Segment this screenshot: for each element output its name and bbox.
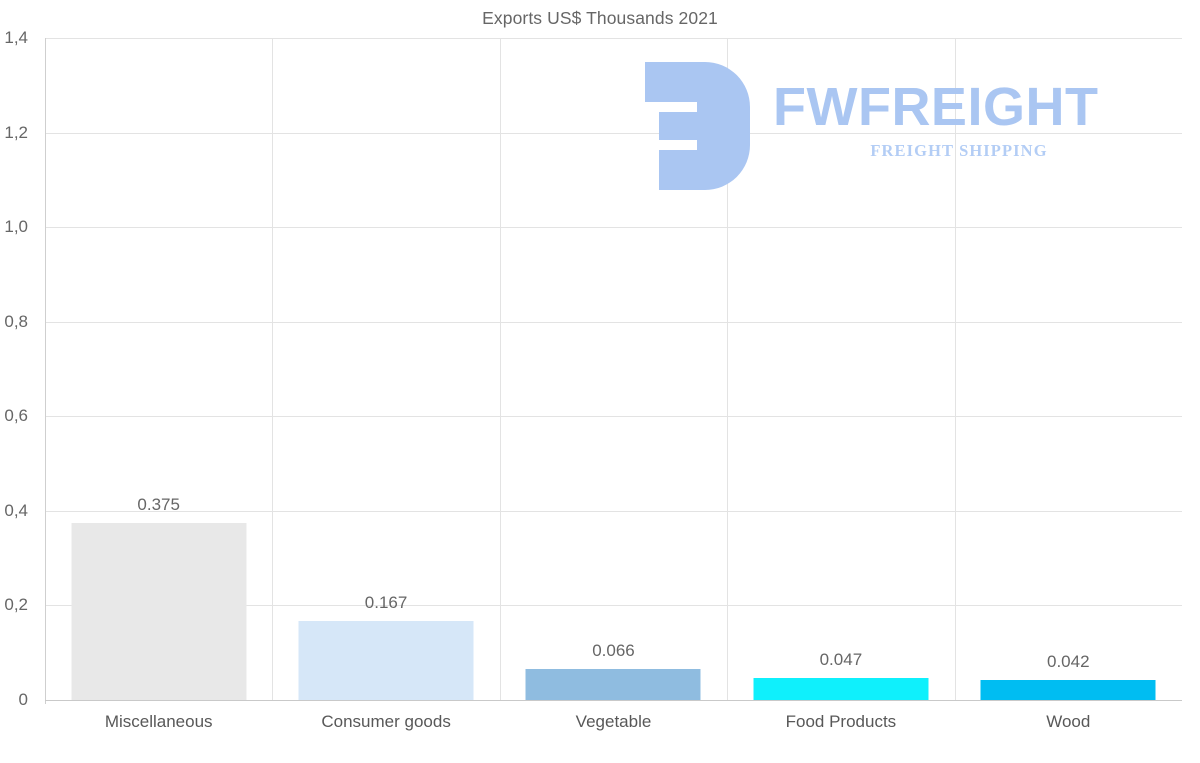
plot-area: 0.375 0.167 0.066 0.047 0.042 bbox=[45, 38, 1182, 701]
y-axis-tick-label: 1,0 bbox=[4, 217, 28, 237]
y-axis-tick-label: 0,8 bbox=[4, 311, 28, 331]
gridline-horizontal bbox=[45, 321, 1182, 323]
y-axis-tick-label: 0 bbox=[18, 690, 28, 709]
gridline-horizontal bbox=[45, 132, 1182, 134]
y-axis-tick-label: 0,2 bbox=[4, 595, 28, 615]
y-axis-tick-label: 0,6 bbox=[4, 406, 28, 426]
x-axis-tick-label: Vegetable bbox=[575, 712, 652, 731]
bar-vegetable[interactable] bbox=[525, 668, 701, 700]
gridline-vertical bbox=[955, 38, 956, 700]
y-axis-tick-label: 0,4 bbox=[4, 500, 28, 520]
bar-value-label: 0.167 bbox=[364, 593, 408, 613]
gridline-horizontal bbox=[45, 416, 1182, 418]
bar-slot: 0.167 bbox=[272, 38, 499, 700]
gridline-horizontal bbox=[45, 605, 1182, 607]
bar-wood[interactable] bbox=[980, 680, 1156, 700]
bar-food-products[interactable] bbox=[753, 677, 929, 700]
gridline-vertical bbox=[727, 38, 728, 700]
gridline-horizontal bbox=[45, 510, 1182, 512]
y-axis-tick-label: 1,4 bbox=[4, 28, 28, 47]
x-axis-tick-label: Consumer goods bbox=[321, 712, 451, 731]
bar-miscellaneous[interactable] bbox=[71, 522, 247, 700]
x-axis-tick-label: Miscellaneous bbox=[104, 712, 213, 731]
x-axis-line bbox=[45, 700, 1182, 701]
chart-title: Exports US$ Thousands 2021 bbox=[482, 8, 718, 28]
gridline-vertical bbox=[500, 38, 501, 700]
gridline-horizontal bbox=[45, 38, 1182, 39]
bar-value-label: 0.066 bbox=[592, 640, 635, 660]
bar-slot: 0.042 bbox=[955, 38, 1182, 700]
bar-slot: 0.066 bbox=[500, 38, 727, 700]
x-axis-tick-label: Wood bbox=[1046, 712, 1091, 731]
y-axis-tick-label: 1,2 bbox=[4, 122, 28, 142]
gridline-vertical bbox=[272, 38, 273, 700]
bar-slot: 0.047 bbox=[727, 38, 954, 700]
y-axis-line bbox=[45, 38, 46, 704]
bar-slot: 0.375 bbox=[45, 38, 272, 700]
bar-value-label: 0.042 bbox=[1047, 652, 1090, 672]
bar-consumer-goods[interactable] bbox=[298, 621, 474, 700]
x-axis-tick-label: Food Products bbox=[785, 712, 897, 731]
gridline-horizontal bbox=[45, 227, 1182, 229]
bar-value-label: 0.047 bbox=[819, 649, 863, 669]
bar-value-label: 0.375 bbox=[137, 494, 180, 514]
